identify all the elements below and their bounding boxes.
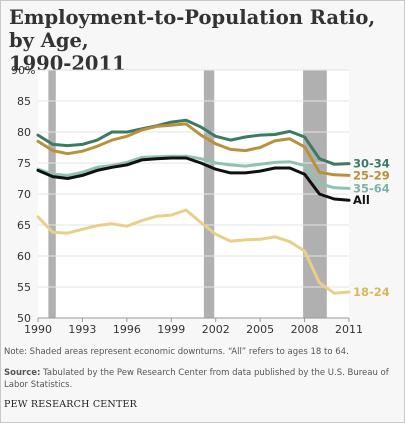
x-tick-label: 1993 (68, 323, 96, 336)
y-tick-label: 75 (17, 157, 31, 170)
series-line-all (36, 156, 351, 202)
chart-title-line-2: 1990-2011 (9, 52, 126, 75)
y-tick-label: 65 (17, 219, 31, 232)
y-tick-label: 85 (17, 95, 31, 108)
x-tick-label: 1999 (157, 323, 185, 336)
pew-credit: PEW RESEARCH CENTER (4, 399, 137, 410)
chart-note: Note: Shaded areas represent economic do… (4, 347, 349, 357)
y-tick-label: 70 (17, 188, 31, 201)
source-text: Tabulated by the Pew Research Center fro… (4, 368, 389, 390)
series-line-30-34 (36, 118, 351, 166)
y-tick-label: 80 (17, 126, 31, 139)
series-label-35-64: 35-64 (353, 181, 390, 195)
y-tick-label: 50 (17, 312, 31, 325)
y-tick-label: 55 (17, 281, 31, 294)
series-line-25-29 (36, 122, 351, 177)
series-line-18-24 (36, 208, 351, 295)
series-label-18-24: 18-24 (353, 285, 390, 299)
x-tick-label: 2008 (291, 323, 319, 336)
series-line-35-64 (36, 154, 351, 190)
series-label-25-29: 25-29 (353, 168, 390, 182)
series-label-all: All (353, 193, 370, 207)
line-chart: 50 55 60 65 70 75 80 85 90% 1990 1993 1996 1999 2002 2… (11, 64, 390, 336)
chart-title-line-1: Employment-to-Population Ratio, by Age, (9, 6, 376, 52)
x-tick-label: 1996 (113, 323, 141, 336)
chart-source: Source: Tabulated by the Pew Research Ce… (4, 368, 402, 391)
x-tick-label: 1990 (24, 323, 52, 336)
x-tick-label: 2011 (335, 323, 363, 336)
y-tick-label: 60 (17, 250, 31, 263)
series-label-30-34: 30-34 (353, 157, 390, 171)
x-tick-label: 2002 (202, 323, 230, 336)
y-tick-label-top: 90% (11, 64, 35, 77)
x-tick-label: 2005 (246, 323, 274, 336)
source-label: Source: (4, 368, 41, 378)
chart-title: Employment-to-Population Ratio, by Age, … (9, 6, 399, 75)
